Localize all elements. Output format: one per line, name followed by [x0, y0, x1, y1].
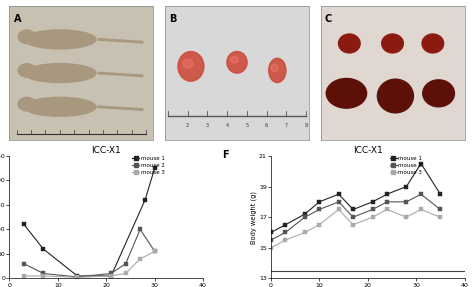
Ellipse shape	[18, 97, 36, 111]
Text: 3: 3	[206, 123, 209, 128]
Text: B: B	[169, 14, 177, 24]
Legend: mouse 1, mouse 2, mouse 3: mouse 1, mouse 2, mouse 3	[390, 156, 422, 174]
Ellipse shape	[18, 30, 36, 43]
Ellipse shape	[382, 34, 403, 53]
Ellipse shape	[24, 64, 96, 83]
Text: C: C	[325, 14, 332, 24]
Ellipse shape	[183, 59, 193, 68]
Ellipse shape	[271, 64, 278, 71]
Legend: mouse 1, mouse 2, mouse 3: mouse 1, mouse 2, mouse 3	[132, 156, 164, 174]
Ellipse shape	[338, 34, 360, 53]
Ellipse shape	[422, 34, 444, 53]
Text: 7: 7	[285, 123, 288, 128]
Ellipse shape	[377, 79, 413, 113]
Text: 4: 4	[226, 123, 228, 128]
Title: ICC-X1: ICC-X1	[353, 146, 383, 155]
Ellipse shape	[24, 97, 96, 116]
Ellipse shape	[18, 64, 36, 77]
Ellipse shape	[269, 58, 286, 83]
Ellipse shape	[178, 52, 204, 81]
Title: ICC-X1: ICC-X1	[91, 146, 121, 155]
Y-axis label: Body weight (g): Body weight (g)	[251, 191, 257, 244]
Text: 8: 8	[305, 123, 308, 128]
Text: 6: 6	[265, 123, 268, 128]
Ellipse shape	[24, 30, 96, 49]
Text: A: A	[14, 14, 21, 24]
Text: 5: 5	[246, 123, 248, 128]
Ellipse shape	[230, 57, 238, 63]
Ellipse shape	[326, 79, 366, 108]
Ellipse shape	[227, 52, 247, 73]
Text: F: F	[222, 150, 229, 160]
Text: 2: 2	[186, 123, 189, 128]
Ellipse shape	[423, 80, 455, 107]
